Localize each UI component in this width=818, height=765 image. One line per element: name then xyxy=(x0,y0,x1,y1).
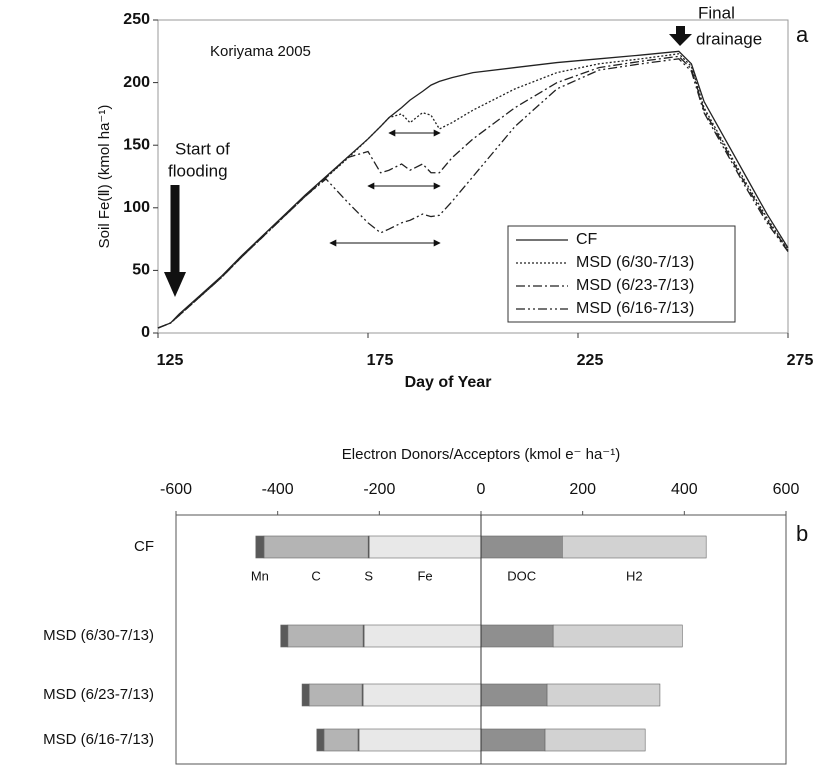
panel-a: Koriyama 2005 Start of flooding Final dr… xyxy=(96,3,813,391)
segment-label: H2 xyxy=(626,568,643,583)
y-tick-label: 250 xyxy=(123,11,150,28)
bar-segment xyxy=(308,683,363,707)
bar-segment xyxy=(480,624,554,648)
bar-segment xyxy=(368,535,482,559)
bar-segment xyxy=(362,683,482,707)
legend-label: MSD (6/23-7/13) xyxy=(576,277,694,294)
bar-segment xyxy=(301,683,310,707)
legend-box xyxy=(507,225,736,323)
bar-segment xyxy=(544,728,646,752)
bar-segment xyxy=(316,728,325,752)
segment-label: C xyxy=(311,568,320,583)
y-tick-label: MSD (6/30-7/13) xyxy=(43,627,154,644)
series-line xyxy=(157,50,789,329)
x-tick-label: 0 xyxy=(477,481,486,498)
segment-label: DOC xyxy=(507,568,536,583)
annotation: drainage xyxy=(696,29,762,48)
x-tick-label: 275 xyxy=(787,352,814,369)
flood-arrowhead xyxy=(164,272,186,297)
series-line xyxy=(157,58,789,329)
x-tick-label: -200 xyxy=(363,481,395,498)
panel-letter: a xyxy=(796,22,809,47)
panel-b: Electron Donors/Acceptors (kmol e⁻ ha⁻¹)… xyxy=(43,446,808,765)
y-tick-label: 150 xyxy=(123,136,150,153)
x-tick-label: 400 xyxy=(671,481,698,498)
bar-segment xyxy=(546,683,661,707)
y-tick-label: 50 xyxy=(132,262,150,279)
bar-segment xyxy=(480,728,546,752)
y-tick-label: 100 xyxy=(123,199,150,216)
x-tick-label: -400 xyxy=(262,481,294,498)
bar-segment xyxy=(358,728,482,752)
series-line xyxy=(157,53,789,329)
x-tick-label: 600 xyxy=(773,481,800,498)
y-axis-label: Soil Fe(Ⅱ) (kmol ha⁻¹) xyxy=(96,105,113,249)
bar-segment xyxy=(287,624,364,648)
y-tick-label: CF xyxy=(134,538,154,555)
y-tick-label: 200 xyxy=(123,74,150,91)
chart-title: Electron Donors/Acceptors (kmol e⁻ ha⁻¹) xyxy=(342,446,620,463)
y-tick-label: 0 xyxy=(141,324,150,341)
bar-segment xyxy=(480,535,563,559)
bar-segment xyxy=(280,624,289,648)
y-tick-label: MSD (6/16-7/13) xyxy=(43,731,154,748)
panel-letter: b xyxy=(796,521,808,546)
bar-segment xyxy=(263,535,369,559)
bar-segment xyxy=(323,728,359,752)
x-tick-label: 200 xyxy=(569,481,596,498)
legend-label: MSD (6/30-7/13) xyxy=(576,254,694,271)
x-tick-label: 125 xyxy=(157,352,184,369)
annotation: flooding xyxy=(168,161,228,180)
drain-arrow xyxy=(676,26,685,34)
legend-label: CF xyxy=(576,231,598,248)
x-tick-label: -600 xyxy=(160,481,192,498)
annotation: Start of xyxy=(175,139,230,158)
bar-segment xyxy=(562,535,707,559)
bar-segment xyxy=(255,535,265,559)
bar-segment xyxy=(363,624,482,648)
drain-arrowhead xyxy=(669,34,692,46)
legend-label: MSD (6/16-7/13) xyxy=(576,300,694,317)
x-tick-label: 175 xyxy=(367,352,394,369)
x-axis-label: Day of Year xyxy=(405,374,492,391)
bar-segment xyxy=(552,624,683,648)
segment-label: S xyxy=(364,568,373,583)
bar-segment xyxy=(480,683,548,707)
annotation: Koriyama 2005 xyxy=(210,43,311,60)
segment-label: Mn xyxy=(251,568,269,583)
x-tick-label: 225 xyxy=(577,352,604,369)
y-tick-label: MSD (6/23-7/13) xyxy=(43,686,154,703)
annotation: Final xyxy=(698,3,735,22)
segment-label: Fe xyxy=(417,568,432,583)
plot-frame xyxy=(157,19,789,334)
